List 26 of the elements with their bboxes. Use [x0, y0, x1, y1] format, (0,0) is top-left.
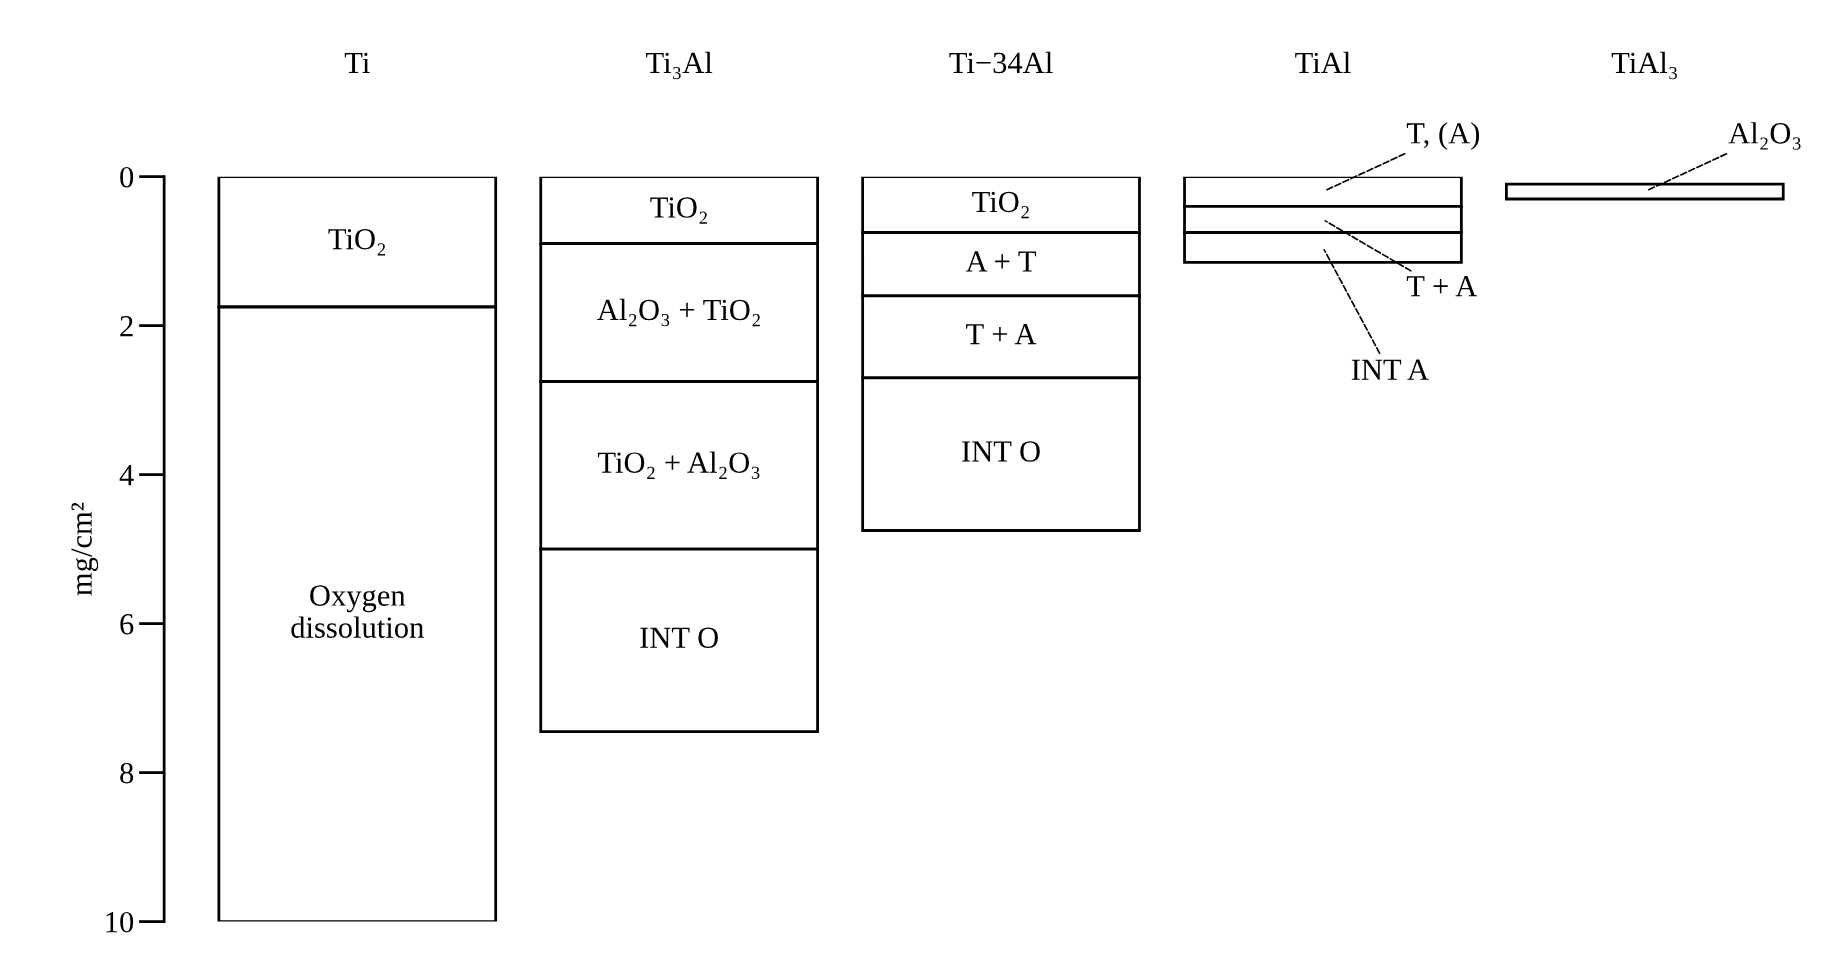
data-label: INT A [1351, 359, 1429, 380]
x-tick-label: Ti−34Al [949, 51, 1053, 74]
y-tick-label: 10 [106, 911, 134, 933]
x-tick-label: TiAl [1295, 51, 1351, 73]
data-label: T + A [1406, 276, 1478, 297]
x-tick-label: Ti₃Al [646, 51, 713, 80]
y-tick-label: 0 [120, 166, 134, 188]
data-label: INT O [640, 627, 718, 649]
data-label: T, (A) [1406, 122, 1480, 150]
data-label: INT O [962, 441, 1040, 462]
data-label: TiO₂ + Al₂O₃ [597, 451, 760, 479]
data-label: Oxygen dissolution [291, 585, 424, 638]
y-tick-label: 8 [120, 762, 134, 784]
x-tick-label: TiAl₃ [1611, 51, 1677, 80]
data-label: TiO₂ [650, 197, 707, 224]
data-label: Al₂O₃ + TiO₂ [597, 298, 760, 327]
data-label: T + A [966, 323, 1037, 345]
y-tick-label: 4 [119, 465, 134, 486]
y-tick-label: 2 [120, 316, 133, 337]
data-label: TiO₂ [972, 191, 1029, 219]
y-tick-label: 6 [120, 613, 134, 635]
data-label: Al₂O₃ [1728, 122, 1801, 150]
x-tick-label: Ti [344, 52, 370, 73]
data-label: A + T [965, 251, 1037, 272]
y-axis-title: mg/cm² [71, 502, 99, 596]
data-label: TiO₂ [328, 228, 386, 256]
